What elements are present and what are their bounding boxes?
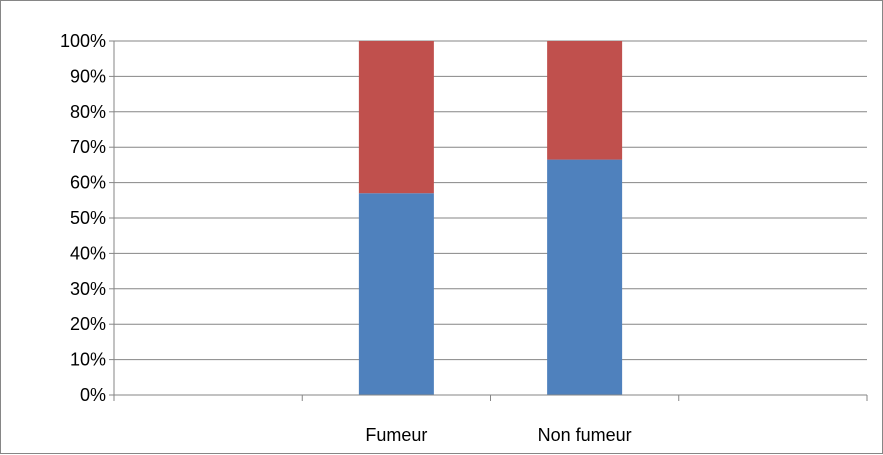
gridlines [114, 40, 867, 361]
y-tick-label-10: 100% [60, 31, 106, 51]
y-tick-label-9: 90% [70, 66, 106, 86]
y-tick-label-2: 20% [70, 314, 106, 334]
y-tick-label-1: 10% [70, 350, 106, 370]
bar-non-fumeur-series-1 [547, 159, 623, 395]
x-category-label-2: Non fumeur [538, 425, 632, 445]
bar-fumeur-series-2 [358, 41, 434, 194]
bar-fumeur-series-1 [358, 193, 434, 395]
labels: 0% 10% 20% 30% 40% 50% 60% 70% 80% 90% 100% Fumeur N… [60, 31, 632, 445]
y-tick-label-5: 50% [70, 208, 106, 228]
y-tick-label-6: 60% [70, 173, 106, 193]
y-tick-label-3: 30% [70, 279, 106, 299]
bars [358, 41, 623, 395]
axes [109, 40, 868, 401]
y-tick-label-4: 40% [70, 243, 106, 263]
y-tick-label-7: 70% [70, 137, 106, 157]
y-tick-label-0: 0% [80, 385, 106, 405]
x-category-label-1: Fumeur [365, 425, 427, 445]
y-tick-label-8: 80% [70, 102, 106, 122]
bar-non-fumeur-series-2 [547, 41, 623, 160]
